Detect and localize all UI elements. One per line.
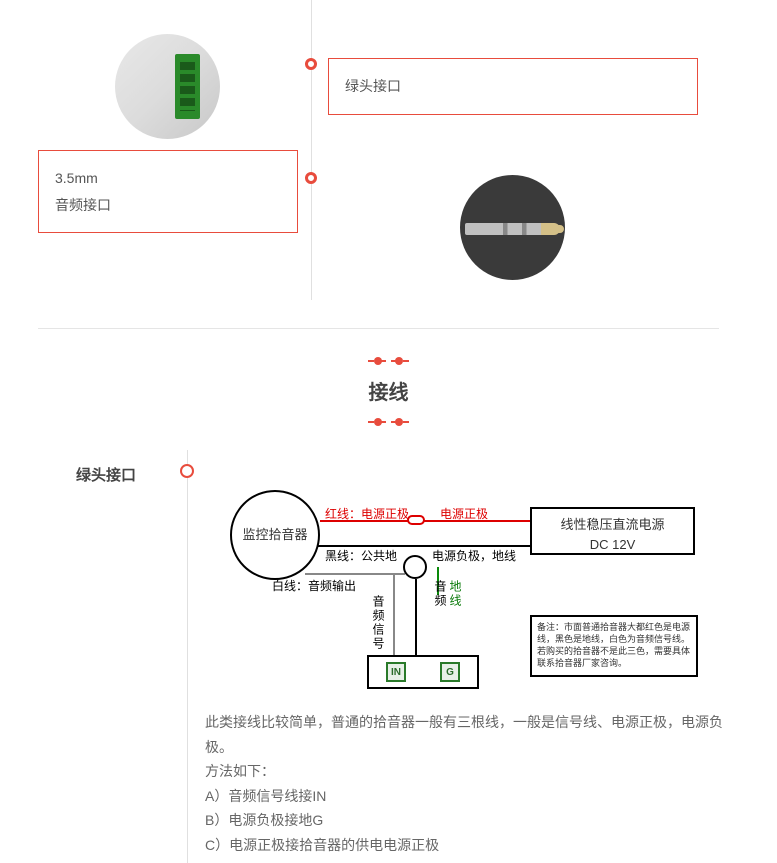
power-supply-node: 线性稳压直流电源 DC 12V (530, 507, 695, 555)
wire-black-label-right: 电源负极，地线 (432, 547, 516, 564)
ground-vlabel: 地线 (447, 580, 464, 608)
diagram-note-box: 备注：市面普通拾音器大都红色是电源线，黑色是地线，白色为音频信号线。若购买的拾音… (530, 615, 698, 677)
wire-vertical-audio (393, 573, 395, 655)
terminal-in: IN (386, 662, 406, 682)
timeline-top-line (311, 0, 312, 300)
wire-black-label-left: 黑线：公共地 (325, 547, 397, 564)
audio-plug-icon (465, 223, 560, 235)
green-connector-image (115, 34, 220, 139)
connector-label-text: 绿头接口 (345, 78, 401, 94)
timeline-dot-icon (305, 172, 317, 184)
ornament-dot-icon (395, 418, 403, 426)
audio-signal-vlabel: 音频信号 (370, 595, 387, 651)
wire-vertical-ground (415, 579, 417, 655)
microphone-node: 监控拾音器 (230, 490, 320, 580)
microphone-label: 监控拾音器 (242, 527, 307, 544)
audio-jack-image (460, 175, 565, 280)
divider-line (38, 328, 719, 329)
wire-white (305, 573, 405, 575)
subsection-title: 绿头接口 (76, 464, 136, 485)
ornament-dot-icon (395, 357, 403, 365)
instructions-p2: 方法如下： (205, 759, 725, 784)
timeline-dot-icon (180, 464, 194, 478)
terminal-block: IN G (367, 655, 479, 689)
junction-circle-icon (403, 555, 427, 579)
wire-white-label: 白线：音频输出 (272, 577, 356, 594)
diagram-note-text: 备注：市面普通拾音器大都红色是电源线，黑色是地线，白色为音频信号线。若购买的拾音… (537, 622, 690, 668)
jack-label-box: 3.5mm 音频接口 (38, 150, 298, 233)
connector-label-box: 绿头接口 (328, 58, 698, 115)
instructions-body: 此类接线比较简单，普通的拾音器一般有三根线，一般是信号线、电源正极，电源负极。 … (205, 710, 725, 857)
instructions-p1: 此类接线比较简单，普通的拾音器一般有三根线，一般是信号线、电源正极，电源负极。 (205, 710, 725, 759)
instructions-step-b: B）电源负极接地G (205, 808, 725, 833)
page: 绿头接口 3.5mm 音频接口 接线 绿头接口 监控拾音器 红线：电源正极 电源… (0, 0, 777, 863)
instructions-step-c: C）电源正极接拾音器的供电电源正极 (205, 833, 725, 858)
instructions-step-a: A）音频信号线接IN (205, 784, 725, 809)
junction-icon (407, 515, 425, 525)
wiring-diagram: 监控拾音器 红线：电源正极 电源正极 黑线：公共地 电源负极，地线 白线：音频输… (210, 485, 720, 700)
wire-red-label-left: 红线：电源正极 (325, 505, 409, 522)
psu-line2: DC 12V (532, 535, 693, 555)
ornament-dot-icon (374, 357, 382, 365)
jack-label-line1: 3.5mm (55, 165, 281, 192)
ornament-dot-icon (374, 418, 382, 426)
terminal-g: G (440, 662, 460, 682)
jack-label-line2: 音频接口 (55, 192, 281, 219)
section-title: 接线 (0, 370, 777, 411)
wire-red-label-right: 电源正极 (440, 505, 488, 522)
timeline-dot-icon (305, 58, 317, 70)
psu-line1: 线性稳压直流电源 (532, 515, 693, 535)
timeline-lower-line (187, 450, 188, 863)
terminal-block-icon (175, 54, 200, 119)
section-header: 接线 (0, 350, 777, 431)
